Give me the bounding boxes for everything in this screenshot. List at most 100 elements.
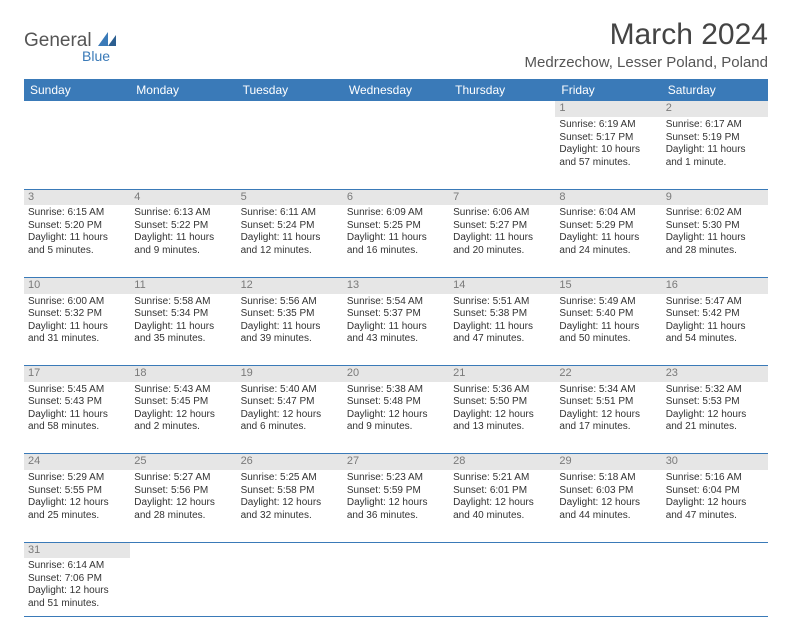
sunrise-text: Sunrise: 5:45 AM [28, 384, 126, 397]
sunset-text: Sunset: 5:45 PM [134, 396, 232, 409]
sunset-text: Sunset: 5:22 PM [134, 220, 232, 233]
day-number-cell [237, 101, 343, 117]
daylight-text: Daylight: 12 hours and 9 minutes. [347, 409, 445, 434]
daylight-text: Daylight: 12 hours and 44 minutes. [559, 497, 657, 522]
sunrise-text: Sunrise: 5:18 AM [559, 472, 657, 485]
day-data-cell: Sunrise: 5:56 AMSunset: 5:35 PMDaylight:… [237, 294, 343, 366]
daylight-text: Daylight: 11 hours and 16 minutes. [347, 232, 445, 257]
sunrise-text: Sunrise: 5:36 AM [453, 384, 551, 397]
day-data-cell: Sunrise: 5:54 AMSunset: 5:37 PMDaylight:… [343, 294, 449, 366]
day-data-cell: Sunrise: 5:51 AMSunset: 5:38 PMDaylight:… [449, 294, 555, 366]
day-number-cell: 8 [555, 189, 661, 205]
sunset-text: Sunset: 5:35 PM [241, 308, 339, 321]
day-data-cell: Sunrise: 5:45 AMSunset: 5:43 PMDaylight:… [24, 382, 130, 454]
day-data-cell [130, 558, 236, 617]
sunset-text: Sunset: 5:42 PM [666, 308, 764, 321]
daynum-row: 10111213141516 [24, 277, 768, 293]
daylight-text: Daylight: 11 hours and 58 minutes. [28, 409, 126, 434]
day-number-cell: 14 [449, 277, 555, 293]
day-data-row: Sunrise: 6:19 AMSunset: 5:17 PMDaylight:… [24, 117, 768, 189]
sunrise-text: Sunrise: 5:40 AM [241, 384, 339, 397]
sunrise-text: Sunrise: 5:47 AM [666, 296, 764, 309]
sunrise-text: Sunrise: 6:17 AM [666, 119, 764, 132]
sunrise-text: Sunrise: 5:54 AM [347, 296, 445, 309]
sunset-text: Sunset: 5:19 PM [666, 132, 764, 145]
daynum-row: 12 [24, 101, 768, 117]
daylight-text: Daylight: 11 hours and 1 minute. [666, 144, 764, 169]
daylight-text: Daylight: 10 hours and 57 minutes. [559, 144, 657, 169]
day-data-cell [237, 117, 343, 189]
sunset-text: Sunset: 5:29 PM [559, 220, 657, 233]
sunrise-text: Sunrise: 6:13 AM [134, 207, 232, 220]
day-data-row: Sunrise: 6:15 AMSunset: 5:20 PM Daylight:… [24, 205, 768, 277]
daynum-row: 24252627282930 [24, 454, 768, 470]
sunset-text: Sunset: 5:27 PM [453, 220, 551, 233]
day-number-cell [662, 542, 768, 558]
day-number-cell [237, 542, 343, 558]
sunset-text: Sunset: 6:04 PM [666, 485, 764, 498]
sunset-text: Sunset: 5:56 PM [134, 485, 232, 498]
sunrise-text: Sunrise: 6:19 AM [559, 119, 657, 132]
sunset-text: Sunset: 5:24 PM [241, 220, 339, 233]
day-data-cell: Sunrise: 6:09 AMSunset: 5:25 PMDaylight:… [343, 205, 449, 277]
day-number-cell: 20 [343, 366, 449, 382]
day-data-cell: Sunrise: 6:15 AMSunset: 5:20 PMDaylight:… [24, 205, 130, 277]
day-number-cell: 11 [130, 277, 236, 293]
location-text: Medrzechow, Lesser Poland, Poland [525, 54, 768, 71]
weekday-header: Friday [555, 79, 661, 101]
sunrise-text: Sunrise: 5:38 AM [347, 384, 445, 397]
day-data-cell [449, 117, 555, 189]
day-data-cell: Sunrise: 6:14 AMSunset: 7:06 PMDaylight:… [24, 558, 130, 617]
sunrise-text: Sunrise: 5:58 AM [134, 296, 232, 309]
day-data-cell: Sunrise: 6:06 AMSunset: 5:27 PMDaylight:… [449, 205, 555, 277]
day-data-cell [130, 117, 236, 189]
sunrise-text: Sunrise: 5:23 AM [347, 472, 445, 485]
sunrise-text: Sunrise: 5:34 AM [559, 384, 657, 397]
sunset-text: Sunset: 5:30 PM [666, 220, 764, 233]
day-number-cell: 2 [662, 101, 768, 117]
sunrise-text: Sunrise: 5:56 AM [241, 296, 339, 309]
daylight-text: Daylight: 12 hours and 28 minutes. [134, 497, 232, 522]
weekday-header: Sunday [24, 79, 130, 101]
sunset-text: Sunset: 5:25 PM [347, 220, 445, 233]
sunset-text: Sunset: 5:43 PM [28, 396, 126, 409]
calendar-body: 12Sunrise: 6:19 AMSunset: 5:17 PMDayligh… [24, 101, 768, 617]
day-number-cell: 12 [237, 277, 343, 293]
sunset-text: Sunset: 6:01 PM [453, 485, 551, 498]
weekday-header: Tuesday [237, 79, 343, 101]
day-data-cell: Sunrise: 5:36 AMSunset: 5:50 PMDaylight:… [449, 382, 555, 454]
day-data-cell [24, 117, 130, 189]
weekday-header: Monday [130, 79, 236, 101]
sunset-text: Sunset: 5:40 PM [559, 308, 657, 321]
daynum-row: 17181920212223 [24, 366, 768, 382]
sunset-text: Sunset: 5:58 PM [241, 485, 339, 498]
day-data-cell: Sunrise: 6:00 AMSunset: 5:32 PMDaylight:… [24, 294, 130, 366]
sunset-text: Sunset: 5:34 PM [134, 308, 232, 321]
day-number-cell: 22 [555, 366, 661, 382]
sunset-text: Sunset: 5:20 PM [28, 220, 126, 233]
day-number-cell: 27 [343, 454, 449, 470]
sunrise-text: Sunrise: 6:06 AM [453, 207, 551, 220]
day-number-cell: 9 [662, 189, 768, 205]
day-number-cell [24, 101, 130, 117]
sunrise-text: Sunrise: 6:04 AM [559, 207, 657, 220]
day-data-cell: Sunrise: 5:49 AMSunset: 5:40 PMDaylight:… [555, 294, 661, 366]
day-number-cell: 18 [130, 366, 236, 382]
day-data-cell: Sunrise: 5:16 AMSunset: 6:04 PMDaylight:… [662, 470, 768, 542]
sunset-text: Sunset: 5:37 PM [347, 308, 445, 321]
sunrise-text: Sunrise: 5:43 AM [134, 384, 232, 397]
day-number-cell: 31 [24, 542, 130, 558]
daylight-text: Daylight: 11 hours and 39 minutes. [241, 321, 339, 346]
day-data-cell [343, 117, 449, 189]
day-data-row: Sunrise: 5:45 AMSunset: 5:43 PMDaylight:… [24, 382, 768, 454]
daylight-text: Daylight: 12 hours and 25 minutes. [28, 497, 126, 522]
sunrise-text: Sunrise: 6:00 AM [28, 296, 126, 309]
sunrise-text: Sunrise: 6:15 AM [28, 207, 126, 220]
sunrise-text: Sunrise: 6:09 AM [347, 207, 445, 220]
day-number-cell: 1 [555, 101, 661, 117]
day-data-row: Sunrise: 5:29 AMSunset: 5:55 PMDaylight:… [24, 470, 768, 542]
day-data-cell: Sunrise: 5:34 AMSunset: 5:51 PMDaylight:… [555, 382, 661, 454]
sunset-text: Sunset: 5:17 PM [559, 132, 657, 145]
sunset-text: Sunset: 5:32 PM [28, 308, 126, 321]
daylight-text: Daylight: 12 hours and 21 minutes. [666, 409, 764, 434]
